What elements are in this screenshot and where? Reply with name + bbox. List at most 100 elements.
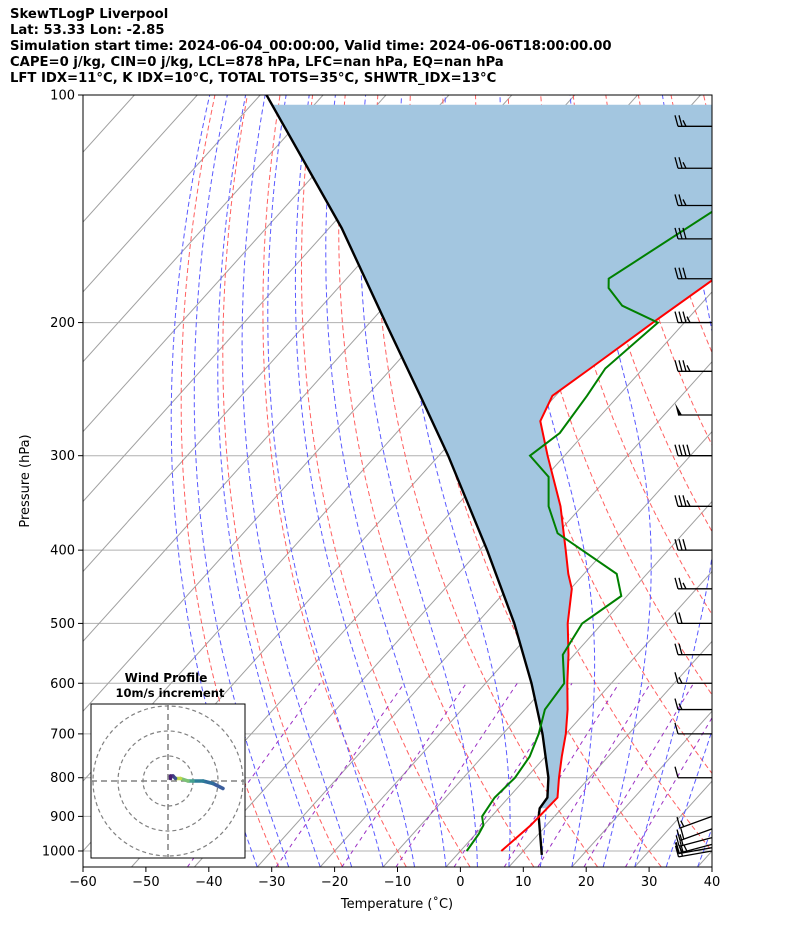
parcel-profile-line [265, 95, 550, 855]
time-line: Simulation start time: 2024-06-04_00:00:… [10, 39, 612, 54]
mixing-ratio-line [341, 683, 467, 867]
hodograph-subtitle: 10m/s increment [116, 686, 225, 700]
wind-barb [674, 311, 712, 324]
x-tick-label: −20 [321, 875, 348, 890]
y-tick-label: 400 [50, 544, 75, 559]
mixing-ratio-line [583, 683, 695, 867]
wind-barb [674, 360, 712, 372]
y-tick-label: 900 [50, 810, 75, 825]
wind-barb [674, 227, 712, 240]
dry-adiabat-line [572, 95, 712, 533]
y-tick-label: 700 [50, 727, 75, 742]
wind-barb [674, 643, 712, 656]
dry-adiabat-line [300, 95, 471, 867]
x-tick-label: 30 [641, 875, 658, 890]
hodograph-body [91, 704, 245, 858]
dry-adiabat-line [736, 95, 794, 867]
isotherm-line [319, 430, 712, 867]
isotherm-line [83, 95, 324, 363]
wind-barb [674, 538, 712, 551]
temperature-line [500, 279, 712, 852]
isotherm-line [83, 95, 387, 433]
moist-adiabat-line [217, 95, 321, 867]
wind-barbs [674, 115, 713, 858]
moist-adiabat-line [665, 729, 712, 867]
moist-adiabat-line [359, 95, 478, 867]
mixing-ratio-line [275, 683, 405, 867]
isotherm-line [256, 361, 712, 867]
isotherm-line [382, 500, 712, 867]
location-line: Lat: 53.33 Lon: -2.85 [10, 23, 165, 38]
dry-adiabat-line [703, 95, 712, 134]
index-line: LFT IDX=11°C, K IDX=10°C, TOTAL TOTS=35°… [10, 71, 497, 86]
mixing-ratio-line [503, 683, 620, 867]
isotherm-line [571, 710, 712, 867]
x-tick-label: −30 [258, 875, 285, 890]
chart-title: SkewTLogP Liverpool [10, 7, 169, 22]
moist-adiabat-line [193, 95, 290, 867]
profile-lines [265, 95, 712, 855]
wind-barb [675, 402, 712, 416]
wind-barb [674, 577, 712, 590]
hodograph-ring [117, 730, 219, 832]
x-tick-label: 10 [515, 875, 532, 890]
wind-barb [674, 157, 712, 169]
wind-barb [674, 194, 712, 207]
dry-adiabat-line [338, 95, 535, 867]
mixing-ratio-line [625, 716, 712, 867]
wind-barb [674, 722, 712, 735]
hodograph-title: Wind Profile [125, 671, 208, 685]
hodograph-inset: Wind Profile 10m/s increment [90, 671, 246, 859]
mixing-ratio-line [395, 683, 518, 867]
dry-adiabat-line [180, 95, 280, 867]
x-tick-label: 40 [704, 875, 721, 890]
axes: −60 −50 −40 −30 −20 −10 0 10 20 30 40 1000 900 800 700… [42, 89, 720, 891]
dry-adiabat-line [769, 95, 794, 867]
wind-barb [675, 840, 713, 854]
isotherm-line [508, 640, 712, 867]
moist-adiabat-line [569, 95, 652, 867]
moist-adiabat-line [325, 95, 447, 867]
wind-barb [674, 495, 712, 507]
y-tick-label: 200 [50, 316, 75, 331]
y-tick-label: 300 [50, 449, 75, 464]
wind-barb [674, 612, 712, 625]
isotherm-line [83, 95, 261, 293]
dewpoint-line [465, 210, 712, 852]
x-axis-label: Temperature (˚C) [340, 896, 453, 912]
wind-barb [674, 672, 712, 684]
wind-barb [674, 115, 712, 127]
moist-adiabat-line [294, 95, 415, 867]
x-tick-label: 0 [456, 875, 464, 890]
wind-barb [676, 815, 713, 829]
dry-adiabat-line [442, 95, 712, 852]
cape-cin-shading [272, 104, 712, 809]
x-tick-label: −50 [132, 875, 159, 890]
wind-barb [674, 698, 712, 711]
isotherm-line [83, 95, 450, 503]
dry-adiabat-line [222, 95, 343, 867]
isotherm-line [761, 95, 794, 867]
x-tick-label: −10 [384, 875, 411, 890]
wind-barb [674, 766, 712, 779]
hodograph-trace [211, 781, 225, 791]
y-tick-label: 800 [50, 771, 75, 786]
chart-header: SkewTLogP Liverpool Lat: 53.33 Lon: -2.8… [10, 7, 612, 87]
dry-adiabat-line [507, 95, 712, 696]
y-tick-label: 100 [50, 89, 75, 104]
dry-adiabat-line [374, 95, 599, 867]
wind-barb [674, 444, 712, 457]
y-axis-label: Pressure (hPa) [18, 434, 33, 527]
mixing-ratio-line [537, 683, 651, 867]
moist-adiabat-line [267, 95, 384, 867]
wind-barb [676, 828, 713, 842]
y-tick-label: 600 [50, 677, 75, 692]
x-tick-label: −40 [195, 875, 222, 890]
moist-adiabat-line [241, 95, 353, 867]
x-tick-label: 20 [578, 875, 595, 890]
wind-barb [674, 267, 712, 280]
y-tick-label: 500 [50, 617, 75, 632]
x-tick-label: −60 [69, 875, 96, 890]
stability-line: CAPE=0 j/kg, CIN=0 j/kg, LCL=878 hPa, LF… [10, 55, 504, 70]
